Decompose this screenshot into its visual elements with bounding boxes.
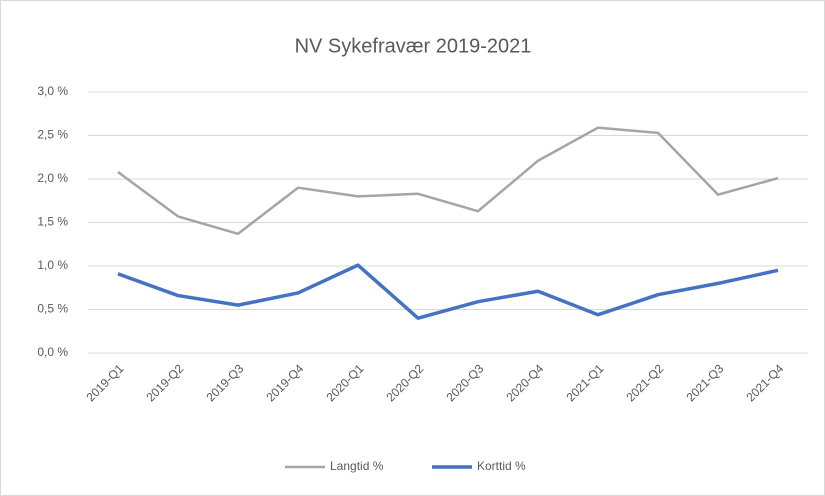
legend-label: Korttid %	[477, 459, 526, 473]
line-series	[117, 126, 779, 236]
y-tick-label: 1,0 %	[37, 258, 68, 272]
line-series	[117, 263, 779, 320]
y-tick-label: 1,5 %	[37, 215, 68, 229]
y-tick-label: 0,0 %	[37, 345, 68, 359]
y-tick-label: 2,5 %	[37, 128, 68, 142]
chart-title: NV Sykefravær 2019-2021	[295, 35, 532, 57]
y-tick-label: 3,0 %	[37, 84, 68, 98]
y-tick-label: 2,0 %	[37, 171, 68, 185]
legend-label: Langtid %	[330, 459, 384, 473]
y-tick-label: 0,5 %	[37, 302, 68, 316]
